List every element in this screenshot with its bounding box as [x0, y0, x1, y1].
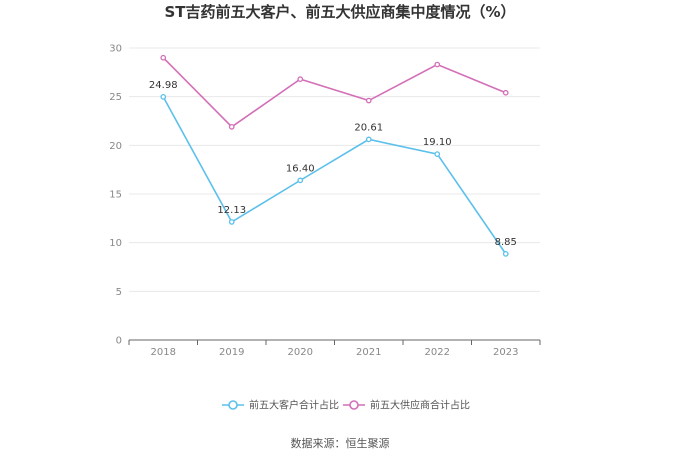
legend-label: 前五大供应商合计占比 [370, 399, 470, 412]
data-point[interactable] [434, 151, 441, 157]
data-label: 20.61 [354, 122, 383, 133]
data-point[interactable] [502, 89, 509, 96]
legend-item-1[interactable]: 前五大供应商合计占比 [343, 399, 470, 412]
series-1 [160, 54, 509, 130]
series-0: 24.98 12.13 16.40 20.61 19.10 8.85 [149, 80, 517, 257]
data-label: 19.10 [423, 137, 452, 148]
data-label: 24.98 [149, 80, 178, 91]
data-point[interactable] [160, 54, 167, 61]
data-point[interactable] [434, 61, 441, 68]
y-tick-label: 25 [109, 92, 122, 103]
legend-label: 前五大客户合计占比 [249, 399, 339, 412]
data-point[interactable] [160, 94, 167, 100]
grid [129, 47, 540, 292]
y-tick-label: 30 [109, 44, 122, 55]
data-point[interactable] [228, 123, 235, 130]
axes: 0 5 10 15 20 25 30 2018 2019 2020 2021 2022 2023 [109, 44, 541, 358]
x-tick-label: 2020 [288, 347, 313, 358]
data-point[interactable] [297, 177, 304, 184]
data-point[interactable] [502, 251, 509, 257]
data-point[interactable] [365, 97, 372, 104]
y-tick-label: 10 [109, 238, 122, 249]
data-point[interactable] [365, 136, 372, 143]
data-label: 12.13 [217, 205, 246, 216]
series-line [162, 57, 507, 128]
y-tick-label: 0 [116, 336, 122, 347]
series-layer: 24.98 12.13 16.40 20.61 19.10 8.85 [149, 54, 517, 257]
y-tick-label: 15 [109, 190, 122, 201]
x-tick-label: 2022 [425, 347, 450, 358]
legend: 前五大客户合计占比 前五大供应商合计占比 [222, 399, 470, 412]
data-point[interactable] [228, 219, 235, 225]
y-tick-label: 5 [116, 287, 122, 298]
legend-marker-icon [349, 400, 359, 410]
data-point[interactable] [297, 76, 304, 82]
legend-item-0[interactable]: 前五大客户合计占比 [222, 399, 339, 412]
y-tick-label: 20 [109, 141, 122, 152]
x-tick-label: 2018 [151, 347, 176, 358]
x-tick-label: 2021 [356, 347, 381, 358]
x-tick-label: 2019 [219, 347, 244, 358]
data-label: 16.40 [286, 163, 315, 174]
data-label: 8.85 [495, 237, 517, 248]
x-tick-label: 2023 [493, 347, 518, 358]
chart-title: ST吉药前五大客户、前五大供应商集中度情况（%） [164, 3, 515, 21]
series-line [162, 96, 507, 255]
data-source: 数据来源：恒生聚源 [291, 436, 390, 450]
legend-marker-icon [228, 400, 238, 410]
